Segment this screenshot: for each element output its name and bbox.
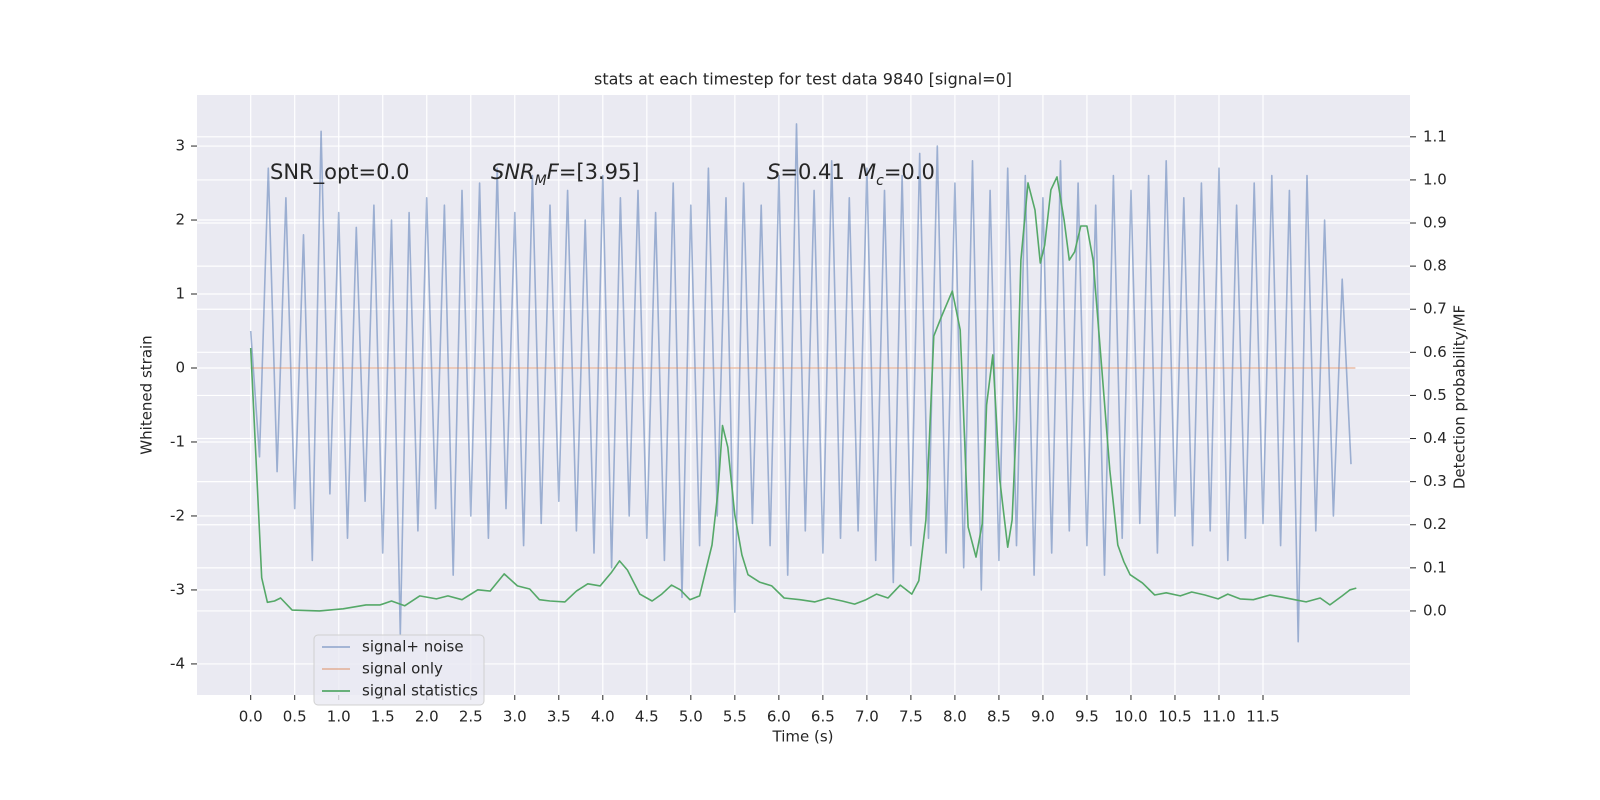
x-tick-label: 7.0: [855, 708, 879, 726]
legend-box: [313, 634, 485, 706]
x-tick-label: 6.0: [767, 708, 791, 726]
y-tick-label: -4: [170, 654, 185, 672]
y-tick-label: 2: [175, 211, 185, 229]
x-tick-label: 1.0: [327, 708, 351, 726]
annotation-part: c: [876, 173, 884, 189]
y2-tick-label: 0.3: [1423, 472, 1447, 490]
x-tick-label: 5.5: [723, 708, 747, 726]
y2-tick-label: 0.1: [1423, 558, 1447, 576]
x-tick-label: 5.0: [679, 708, 703, 726]
y-tick-label: 1: [175, 285, 185, 303]
annotation: SNR_opt=0.0: [270, 160, 410, 185]
x-tick-label: 7.5: [899, 708, 923, 726]
legend-label: signal only: [362, 660, 443, 678]
x-axis-label: Time (s): [772, 728, 834, 746]
annotation-part: =0.0: [884, 160, 935, 184]
y2-tick-label: 0.6: [1423, 343, 1447, 361]
x-tick-label: 9.0: [1031, 708, 1055, 726]
x-tick-label: 8.0: [943, 708, 967, 726]
annotation: Mc=0.0: [858, 160, 935, 189]
x-tick-label: 4.0: [591, 708, 615, 726]
y-tick-label: 0: [175, 358, 185, 376]
y2-tick-label: 0.8: [1423, 257, 1447, 275]
y2-tick-label: 0.9: [1423, 214, 1447, 232]
x-tick-label: 8.5: [987, 708, 1011, 726]
x-tick-label: 10.5: [1158, 708, 1191, 726]
x-tick-label: 11.0: [1202, 708, 1235, 726]
x-tick-label: 6.5: [811, 708, 835, 726]
y2-tick-label: 1.0: [1423, 170, 1447, 188]
x-tick-label: 4.5: [635, 708, 659, 726]
legend-label: signal+ noise: [362, 638, 464, 656]
x-tick-label: 0.0: [239, 708, 263, 726]
x-tick-label: 1.5: [371, 708, 395, 726]
y-axis-label: Whitened strain: [138, 335, 156, 454]
x-tick-label: 2.0: [415, 708, 439, 726]
y-tick-label: -3: [170, 580, 185, 598]
annotation: SNRMF=[3.95]: [491, 160, 640, 189]
annotation-part: S: [767, 160, 780, 184]
annotation-part: F: [547, 160, 560, 184]
chart-title: stats at each timestep for test data 984…: [594, 70, 1012, 89]
series-line: [249, 176, 1357, 612]
annotation-part: M: [535, 173, 547, 189]
x-tick-label: 9.5: [1075, 708, 1099, 726]
annotation-part: SNR: [491, 160, 535, 184]
y2-tick-label: 0.0: [1423, 601, 1447, 619]
y2-tick-label: 0.5: [1423, 386, 1447, 404]
annotation-part: SNR_opt=0.0: [270, 160, 410, 185]
x-tick-label: 10.0: [1114, 708, 1147, 726]
annotation-part: =0.41: [780, 160, 844, 184]
y2-tick-label: 1.1: [1423, 127, 1447, 145]
annotation: S=0.41: [767, 160, 845, 184]
y2-axis-label: Detection probability/MF: [1451, 305, 1469, 489]
x-tick-label: 0.5: [283, 708, 307, 726]
annotation-part: M: [858, 160, 876, 184]
x-tick-label: 2.5: [459, 708, 483, 726]
y2-tick-label: 0.4: [1423, 429, 1447, 447]
series-line: [249, 123, 1352, 643]
y2-tick-label: 0.2: [1423, 515, 1447, 533]
x-tick-label: 11.5: [1246, 708, 1279, 726]
legend-label: signal statistics: [362, 682, 478, 700]
y-tick-label: -2: [170, 506, 185, 524]
y-tick-label: -1: [170, 432, 185, 450]
y-tick-label: 3: [175, 137, 185, 155]
y2-tick-label: 0.7: [1423, 300, 1447, 318]
annotation-part: =[3.95]: [559, 160, 640, 184]
x-tick-label: 3.0: [503, 708, 527, 726]
x-tick-label: 3.5: [547, 708, 571, 726]
